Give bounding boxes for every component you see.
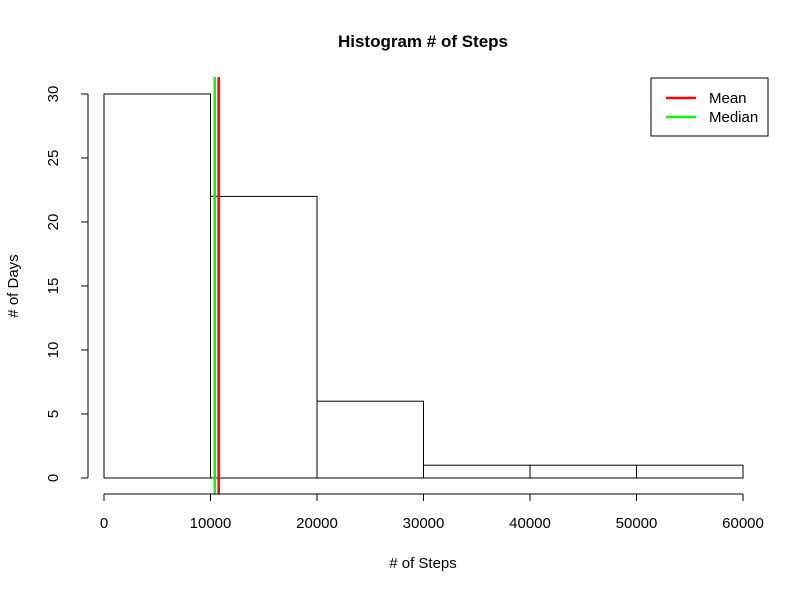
chart-title: Histogram # of Steps xyxy=(338,32,508,51)
histogram-bar xyxy=(636,464,744,479)
median-legend-label: Median xyxy=(709,109,758,126)
y-tick-label: 5 xyxy=(45,410,62,418)
histogram-bar xyxy=(423,464,531,479)
y-tick-label: 10 xyxy=(45,342,62,359)
x-tick-label: 60000 xyxy=(722,515,764,532)
y-tick-label: 25 xyxy=(45,150,62,167)
y-tick-label: 20 xyxy=(45,214,62,231)
reference-lines-group xyxy=(213,77,220,494)
x-tick-label: 40000 xyxy=(509,515,551,532)
histogram-bar xyxy=(529,464,637,479)
y-tick-label: 0 xyxy=(45,474,62,482)
y-tick-label: 30 xyxy=(45,86,62,103)
x-tick-label: 50000 xyxy=(616,515,658,532)
x-tick-label: 20000 xyxy=(296,515,338,532)
histogram-bar xyxy=(210,195,318,479)
legend: Mean Median xyxy=(650,77,769,137)
x-axis-title: # of Steps xyxy=(389,555,457,572)
mean-legend-label: Mean xyxy=(709,90,747,107)
x-axis: 0 10000 20000 30000 40000 50000 60000 xyxy=(100,493,764,532)
x-tick-label: 10000 xyxy=(190,515,232,532)
x-tick-label: 30000 xyxy=(403,515,445,532)
histogram-bar xyxy=(316,400,424,479)
y-tick-label: 15 xyxy=(45,278,62,295)
histogram-bar xyxy=(103,93,211,479)
legend-box xyxy=(650,77,769,137)
y-axis: 0 5 10 15 20 25 30 xyxy=(45,86,89,482)
x-tick-label: 0 xyxy=(100,515,108,532)
bars-group xyxy=(103,93,744,479)
y-axis-title: # of Days xyxy=(5,254,22,317)
